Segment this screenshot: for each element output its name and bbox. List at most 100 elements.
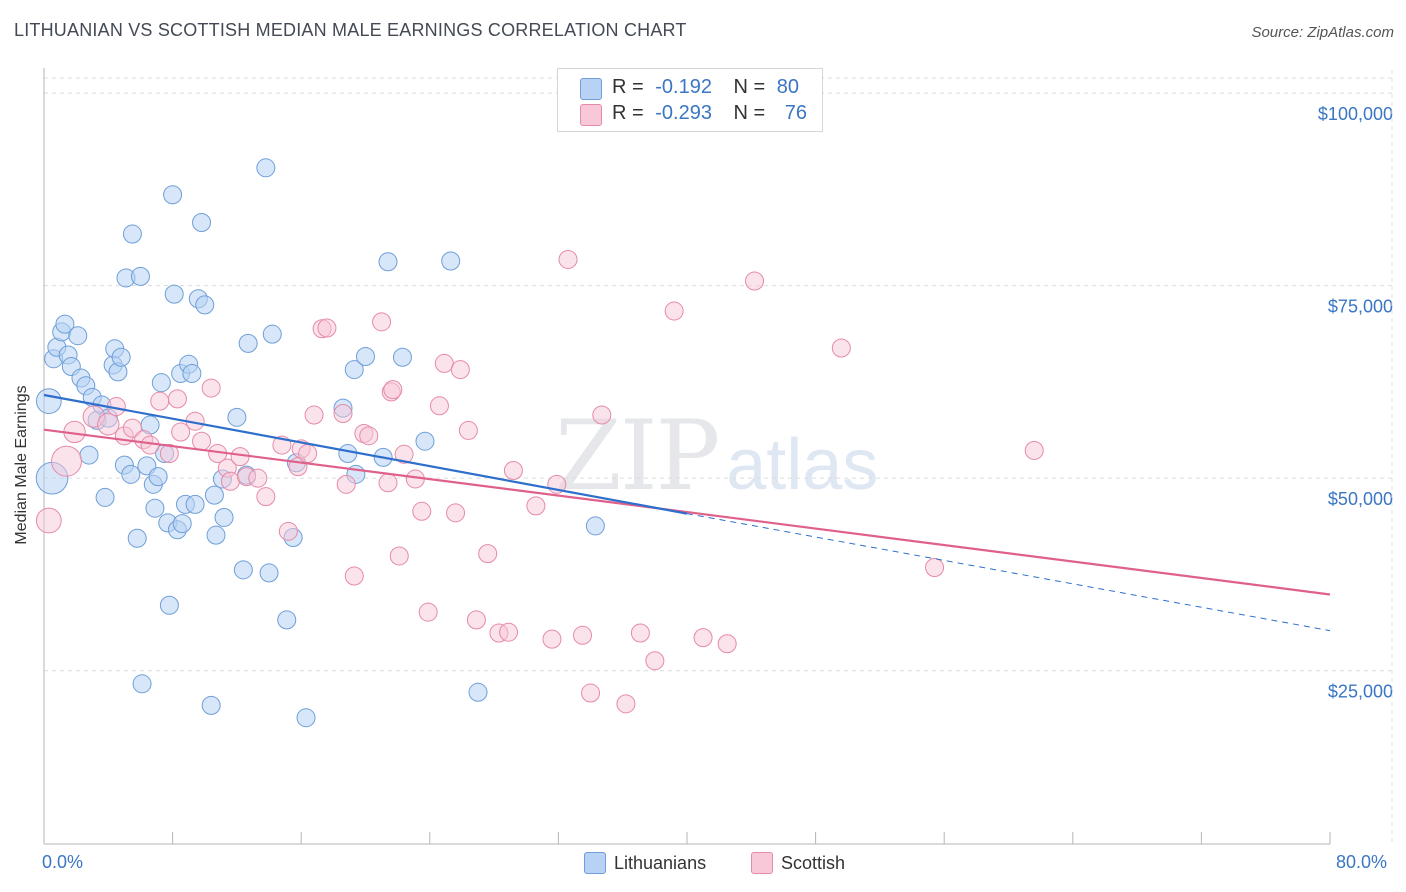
point-scottish	[372, 312, 392, 332]
legend-n-value: 80	[776, 76, 800, 98]
point-lithuanians	[130, 266, 150, 286]
legend-n-label: N =	[733, 102, 766, 124]
series-swatch-lithuanians	[584, 852, 606, 874]
point-lithuanians	[344, 360, 364, 380]
point-lithuanians	[172, 514, 192, 534]
point-scottish	[542, 629, 562, 649]
point-scottish	[359, 426, 379, 446]
point-lithuanians	[204, 485, 224, 505]
trend-line-scottish	[43, 428, 1331, 596]
point-scottish	[429, 396, 449, 416]
point-lithuanians	[277, 610, 297, 630]
point-lithuanians	[233, 560, 253, 580]
point-scottish	[97, 413, 120, 436]
point-scottish	[630, 623, 650, 643]
legend-n-value: 76	[784, 102, 808, 124]
point-scottish	[466, 610, 486, 630]
source-label: Source: ZipAtlas.com	[1251, 24, 1394, 41]
x-tick-label-min: 0.0%	[42, 852, 84, 872]
legend-r-value: -0.293	[655, 102, 712, 124]
point-lithuanians	[121, 464, 141, 484]
y-tick-label: $75,000	[1328, 297, 1393, 317]
point-scottish	[394, 444, 414, 464]
point-lithuanians	[195, 295, 215, 315]
point-lithuanians	[214, 507, 234, 527]
point-scottish	[616, 694, 636, 714]
correlation-legend: R = -0.192 N = 80 R = -0.293 N = 76	[557, 68, 823, 132]
point-lithuanians	[392, 347, 412, 367]
point-scottish	[478, 544, 498, 564]
point-lithuanians	[441, 251, 461, 271]
point-lithuanians	[151, 373, 171, 393]
point-scottish	[503, 460, 523, 480]
point-scottish	[171, 422, 191, 442]
point-lithuanians	[256, 158, 276, 178]
point-lithuanians	[163, 185, 183, 205]
point-lithuanians	[356, 346, 375, 366]
point-scottish	[336, 474, 356, 494]
point-scottish	[412, 501, 432, 521]
point-scottish	[201, 378, 221, 398]
series-swatch-scottish	[751, 852, 773, 874]
point-scottish	[499, 622, 519, 642]
point-scottish	[220, 471, 240, 491]
point-lithuanians	[148, 467, 168, 487]
point-lithuanians	[145, 498, 165, 518]
point-lithuanians	[35, 388, 62, 415]
point-scottish	[434, 353, 454, 373]
point-lithuanians	[227, 407, 247, 427]
point-lithuanians	[68, 326, 88, 346]
point-scottish	[717, 634, 737, 654]
point-lithuanians	[378, 252, 398, 272]
point-scottish	[1024, 440, 1044, 460]
point-lithuanians	[111, 347, 131, 367]
y-axis-label: Median Male Earnings	[13, 385, 30, 545]
point-scottish	[333, 403, 353, 423]
point-scottish	[122, 418, 142, 438]
point-lithuanians	[79, 445, 99, 465]
legend-swatch-scottish	[580, 104, 602, 126]
point-scottish	[526, 496, 546, 516]
legend-swatch-lithuanians	[580, 78, 602, 100]
point-lithuanians	[296, 708, 316, 728]
point-lithuanians	[468, 682, 488, 702]
point-scottish	[450, 360, 470, 380]
chart-title: LITHUANIAN VS SCOTTISH MEDIAN MALE EARNI…	[14, 20, 687, 40]
point-scottish	[458, 420, 478, 440]
point-scottish	[664, 301, 684, 321]
series-label-scottish: Scottish	[781, 853, 846, 873]
point-scottish	[192, 431, 212, 451]
point-lithuanians	[585, 516, 605, 536]
point-scottish	[592, 405, 612, 425]
y-tick-label: $25,000	[1328, 682, 1393, 702]
x-tick-label-max: 80.0%	[1336, 852, 1388, 872]
point-lithuanians	[201, 695, 221, 715]
point-scottish	[581, 683, 601, 703]
point-scottish	[298, 444, 318, 464]
point-scottish	[150, 391, 170, 411]
point-scottish	[831, 338, 851, 358]
point-scottish	[248, 468, 268, 488]
trend-line-lithuanians-extension	[686, 513, 1331, 632]
point-scottish	[573, 625, 593, 645]
legend-n-label: N =	[733, 76, 766, 98]
legend-r-label: R =	[612, 76, 644, 98]
y-tick-label: $50,000	[1328, 489, 1393, 509]
point-lithuanians	[132, 674, 152, 694]
series-label-lithuanians: Lithuanians	[614, 853, 707, 873]
point-lithuanians	[185, 494, 205, 514]
point-scottish	[418, 602, 438, 622]
point-scottish	[389, 546, 409, 566]
point-scottish	[167, 389, 187, 409]
point-scottish	[745, 271, 765, 291]
point-scottish	[35, 507, 62, 534]
point-scottish	[693, 628, 713, 648]
point-scottish	[317, 318, 337, 338]
point-scottish	[304, 405, 324, 425]
point-lithuanians	[192, 212, 212, 232]
point-lithuanians	[259, 563, 279, 583]
point-scottish	[645, 651, 665, 671]
y-tick-label: $100,000	[1318, 104, 1393, 124]
point-scottish	[51, 445, 82, 477]
point-scottish	[383, 380, 403, 400]
